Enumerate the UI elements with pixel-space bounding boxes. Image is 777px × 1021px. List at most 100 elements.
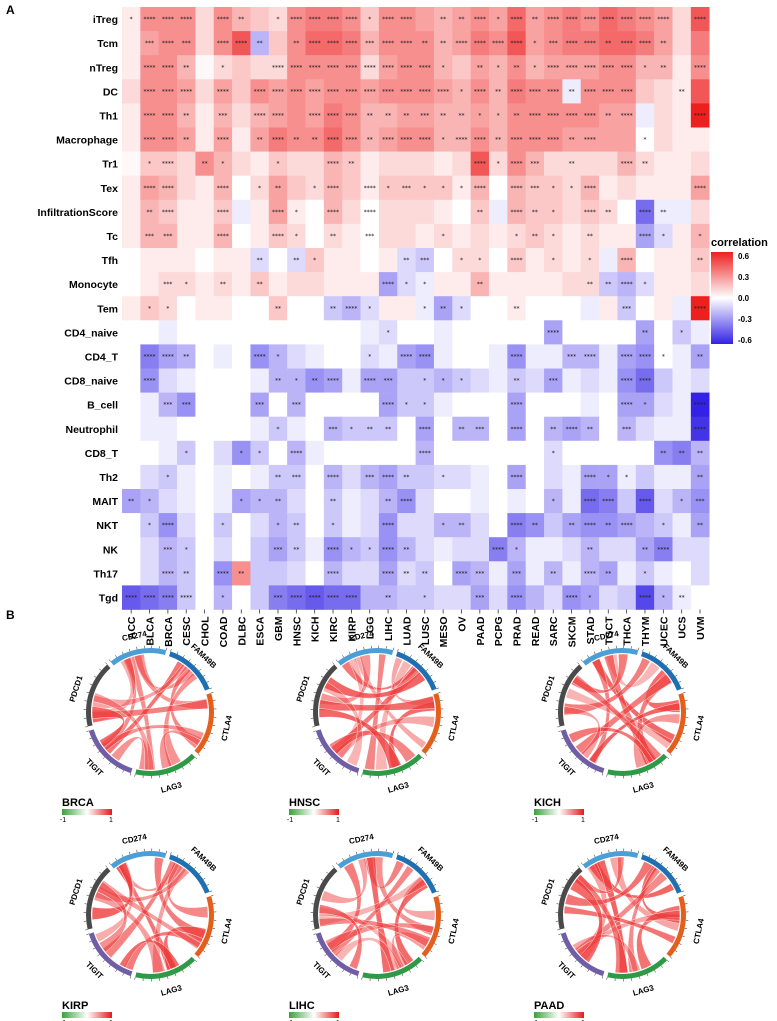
heatmap-cell (580, 416, 600, 442)
row-label: CD8_T (85, 448, 119, 460)
heatmap-cell (305, 127, 325, 152)
sector-tick (355, 648, 358, 652)
heatmap-cell (562, 199, 582, 225)
significance-mark: * (662, 353, 665, 360)
significance-mark: **** (621, 522, 633, 529)
sector-tick (587, 858, 589, 861)
significance-mark: **** (144, 594, 156, 601)
significance-mark: ** (569, 522, 575, 529)
significance-mark: **** (254, 112, 266, 119)
significance-mark: * (643, 281, 646, 288)
heatmap-cell (489, 344, 508, 369)
significance-mark: **** (547, 88, 559, 95)
heatmap-cell (415, 537, 435, 562)
heatmap-cell (635, 272, 655, 297)
significance-mark: **** (621, 88, 633, 95)
heatmap-cell (397, 464, 416, 490)
sector-tick (342, 766, 345, 769)
heatmap-cell (544, 7, 563, 32)
significance-mark: * (442, 522, 445, 529)
significance-mark: *** (475, 570, 484, 577)
heatmap-cell (672, 31, 692, 56)
heatmap-cell (323, 368, 343, 393)
significance-mark: **** (584, 40, 596, 47)
heatmap-cell (617, 368, 637, 393)
significance-mark: * (221, 594, 224, 601)
significance-mark: **** (327, 185, 339, 192)
heatmap-cell (489, 489, 508, 514)
significance-mark: ** (495, 137, 501, 144)
column-label: BRCA (163, 616, 175, 647)
sector-tick (565, 878, 569, 881)
significance-mark: ** (403, 570, 409, 577)
gene-sector-arc (337, 648, 394, 666)
heatmap-cell (544, 272, 563, 297)
heatmap-cell (544, 392, 563, 417)
significance-mark: ** (257, 257, 263, 264)
significance-mark: ** (697, 450, 703, 457)
heatmap-cell (323, 464, 343, 490)
sector-tick (108, 862, 111, 865)
heatmap-cell (672, 272, 692, 297)
heatmap-cell (654, 103, 673, 128)
heatmap-cell (452, 151, 471, 176)
sector-tick (108, 659, 111, 662)
heatmap-cell (342, 7, 361, 32)
heatmap-cell (580, 392, 600, 417)
gene-label: CD274 (593, 832, 620, 846)
heatmap-cell (489, 392, 508, 417)
significance-mark: **** (327, 112, 339, 119)
row-label: NK (103, 544, 119, 556)
sector-tick (675, 877, 678, 880)
heatmap-cell (397, 103, 416, 128)
significance-mark: ** (422, 40, 428, 47)
significance-mark: *** (530, 185, 539, 192)
significance-mark: **** (162, 88, 174, 95)
significance-mark: **** (547, 329, 559, 336)
heatmap-cell (378, 223, 398, 249)
heatmap-cell (250, 55, 270, 80)
sector-tick (89, 737, 92, 740)
significance-mark: **** (584, 137, 596, 144)
heatmap-cell (470, 151, 490, 176)
heatmap-cell (360, 320, 380, 345)
sector-tick (207, 943, 210, 945)
heatmap-cell (599, 344, 618, 369)
column-label: UVM (695, 616, 707, 640)
significance-mark: * (185, 450, 188, 457)
heatmap-cell (635, 440, 655, 466)
heatmap-cell (342, 175, 361, 201)
heatmap-cell (177, 368, 196, 393)
heatmap-cell (415, 416, 435, 442)
heatmap-cell (305, 103, 325, 128)
sector-tick (430, 877, 433, 880)
heatmap-cell (470, 585, 490, 610)
significance-mark: **** (621, 402, 633, 409)
gene-label: TIGIT (84, 757, 105, 778)
legend-tick: 0.6 (738, 252, 750, 261)
significance-mark: **** (382, 522, 394, 529)
heatmap-cell (617, 513, 637, 538)
significance-mark: * (442, 474, 445, 481)
significance-mark: **** (694, 426, 706, 433)
heatmap-cell (617, 585, 637, 610)
heatmap-cell (635, 79, 655, 104)
heatmap-cell (177, 223, 196, 249)
heatmap-cell (525, 296, 545, 321)
heatmap-cell (232, 272, 251, 297)
heatmap-cell (654, 79, 673, 104)
heatmap-cell (415, 248, 435, 273)
significance-mark: * (295, 209, 298, 216)
heatmap-cell (232, 513, 251, 538)
heatmap-cell (342, 416, 361, 442)
sector-tick (594, 973, 596, 976)
significance-mark: **** (162, 353, 174, 360)
significance-mark: **** (364, 185, 376, 192)
heatmap-cell (158, 561, 178, 586)
heatmap-cell (562, 440, 582, 466)
heatmap-cell (360, 79, 380, 104)
significance-mark: ** (128, 498, 134, 505)
column-label: PCPG (493, 617, 505, 647)
significance-mark: **** (162, 522, 174, 529)
significance-mark: * (460, 378, 463, 385)
